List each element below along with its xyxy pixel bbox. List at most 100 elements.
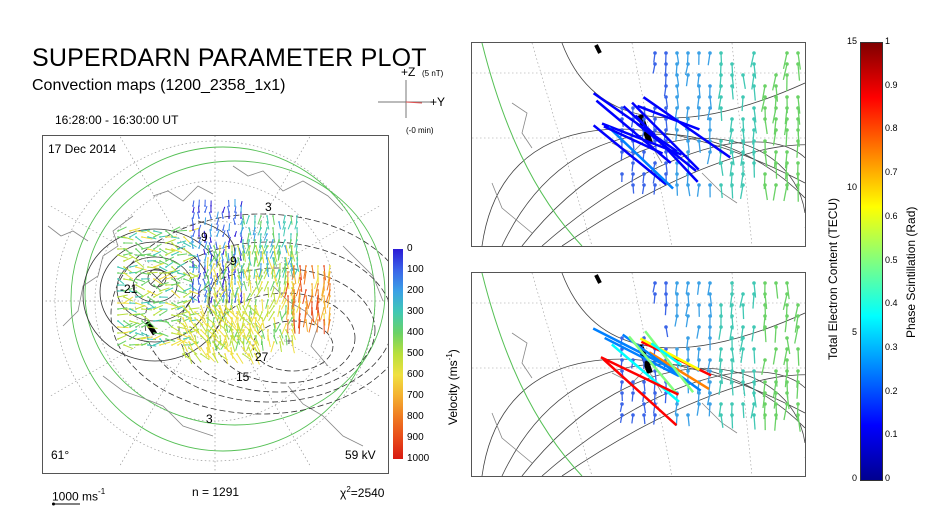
velocity-vector — [230, 329, 236, 340]
vector-origin — [763, 172, 767, 176]
velocity-vector — [687, 184, 691, 197]
velocity-vector — [263, 233, 268, 241]
vector-origin — [796, 413, 800, 417]
velocity-vector — [159, 273, 170, 280]
velocity-vector — [200, 323, 208, 333]
vector-origin — [231, 281, 233, 283]
vector-origin — [204, 247, 206, 249]
velocity-vector — [200, 347, 208, 358]
vector-origin — [213, 293, 215, 295]
velocity-vector — [253, 269, 256, 279]
velocity-vector — [270, 341, 275, 353]
velocity-vector — [266, 221, 270, 230]
vector-origin — [249, 281, 251, 283]
vector-origin — [774, 413, 778, 417]
vector-origin — [730, 358, 734, 362]
vector-origin — [287, 271, 289, 273]
vector-origin — [141, 230, 143, 232]
vector-origin — [228, 205, 230, 207]
vector-origin — [248, 251, 250, 253]
vector-origin — [796, 62, 800, 66]
vector-origin — [212, 323, 214, 325]
vector-origin — [183, 236, 185, 238]
vector-origin — [763, 281, 767, 285]
vector-origin — [266, 215, 268, 217]
vector-origin — [207, 269, 209, 271]
velocity-vector — [314, 277, 319, 290]
phase-tick-label: 0.5 — [885, 254, 898, 265]
velocity-vector — [192, 278, 195, 285]
velocity-vector — [261, 245, 266, 256]
velocity-vector — [222, 206, 226, 213]
coastline — [287, 385, 364, 447]
vector-origin — [207, 275, 209, 277]
vector-origin — [785, 314, 789, 318]
vector-origin — [299, 319, 301, 321]
vector-origin — [242, 341, 244, 343]
phase-scint-overlay-map — [472, 273, 805, 476]
potential-contour-dashed — [252, 320, 334, 372]
velocity-vector — [153, 333, 164, 340]
vector-origin — [189, 278, 191, 280]
potential-contour — [197, 220, 236, 317]
velocity-vector — [206, 317, 216, 325]
vector-origin — [254, 335, 256, 337]
vector-origin — [254, 305, 256, 307]
vector-origin — [248, 335, 250, 337]
vector-origin — [219, 281, 221, 283]
vector-origin — [291, 311, 293, 313]
velocity-vector — [775, 403, 778, 420]
vector-origin — [279, 287, 281, 289]
vector-origin — [231, 275, 233, 277]
vector-origin — [272, 215, 274, 217]
velocity-vector — [320, 289, 325, 302]
scintillation-track — [604, 336, 680, 378]
velocity-vector — [247, 263, 250, 273]
vector-origin — [147, 296, 149, 298]
vector-origin — [117, 338, 119, 340]
scintillation-track — [603, 125, 664, 155]
velocity-vector — [265, 299, 269, 309]
velocity-vector — [117, 294, 128, 298]
velocity-vector — [147, 254, 157, 258]
vector-origin — [752, 128, 756, 132]
velocity-vector — [276, 275, 281, 285]
vector-origin — [248, 305, 250, 307]
vector-origin — [796, 303, 800, 307]
velocity-vector — [189, 272, 200, 279]
vector-origin — [249, 293, 251, 295]
velocity-vector — [783, 118, 788, 136]
coastline — [47, 225, 89, 242]
velocity-vector — [159, 341, 171, 346]
velocity-vector — [153, 304, 164, 310]
velocity-vector — [254, 305, 260, 316]
vector-origin — [212, 341, 214, 343]
vector-origin — [159, 302, 161, 304]
velocity-vector — [206, 329, 217, 337]
vector-origin — [261, 299, 263, 301]
velocity-vector — [198, 236, 202, 243]
vector-origin — [293, 289, 295, 291]
velocity-vector — [257, 227, 262, 236]
vector-origin — [653, 413, 657, 417]
velocity-vector — [214, 287, 221, 298]
velocity-vector — [761, 85, 766, 102]
vector-origin — [266, 257, 268, 259]
velocity-vector — [784, 370, 788, 388]
vector-origin — [198, 283, 200, 285]
velocity-vector — [797, 348, 800, 366]
velocity-vector — [210, 223, 213, 231]
vector-origin — [785, 347, 789, 351]
vector-origin — [171, 332, 173, 334]
vector-origin — [218, 329, 220, 331]
vector-origin — [796, 325, 800, 329]
velocity-vector — [751, 74, 755, 90]
velocity-vector — [177, 290, 188, 295]
vector-origin — [228, 217, 230, 219]
vector-origin — [317, 307, 319, 309]
velocity-vector — [685, 74, 689, 87]
velocity-vector — [254, 347, 262, 358]
velocity-vector — [696, 326, 700, 339]
vector-origin — [254, 341, 256, 343]
vector-origin — [323, 301, 325, 303]
